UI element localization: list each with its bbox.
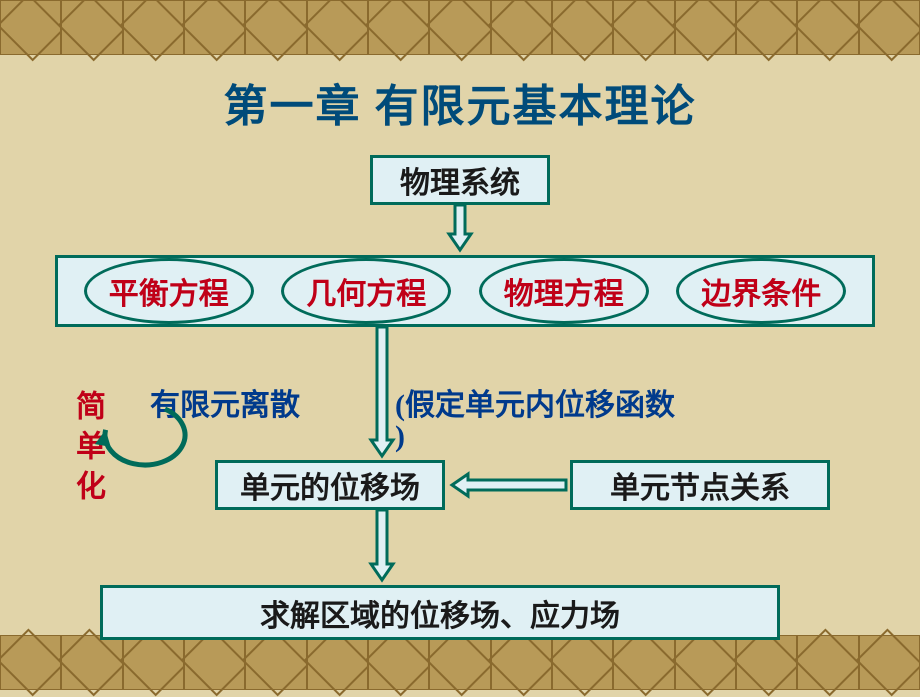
box-physical-system-label: 物理系统 xyxy=(400,158,520,202)
label-simplify: 简单化 xyxy=(65,390,109,510)
oval-geometry: 几何方程 xyxy=(281,258,451,324)
slide-title: 第一章 有限元基本理论 xyxy=(0,70,920,134)
oval-boundary-label: 边界条件 xyxy=(701,278,821,311)
box-physical-system: 物理系统 xyxy=(370,155,550,205)
box-element-displacement: 单元的位移场 xyxy=(215,460,445,510)
oval-equilibrium-label: 平衡方程 xyxy=(109,278,229,311)
diagram-stage: 第一章 有限元基本理论 物理系统 平衡方程 几何方程 物理方程 边界条件 有限元… xyxy=(0,0,920,690)
label-fem-discretization: 有限元离散 xyxy=(150,380,300,424)
equations-row: 平衡方程 几何方程 物理方程 边界条件 xyxy=(55,255,875,327)
box-solution-field: 求解区域的位移场、应力场 xyxy=(100,585,780,640)
oval-equilibrium: 平衡方程 xyxy=(84,258,254,324)
box-element-displacement-label: 单元的位移场 xyxy=(240,463,420,507)
box-node-relation-label: 单元节点关系 xyxy=(610,463,790,507)
oval-boundary: 边界条件 xyxy=(676,258,846,324)
oval-geometry-label: 几何方程 xyxy=(306,278,426,311)
box-node-relation: 单元节点关系 xyxy=(570,460,830,510)
label-assumption: (假定单元内位移函数 xyxy=(395,380,675,424)
oval-physics-label: 物理方程 xyxy=(504,278,624,311)
box-solution-field-label: 求解区域的位移场、应力场 xyxy=(260,591,620,635)
label-assumption-close: ) xyxy=(395,420,405,454)
oval-physics: 物理方程 xyxy=(479,258,649,324)
